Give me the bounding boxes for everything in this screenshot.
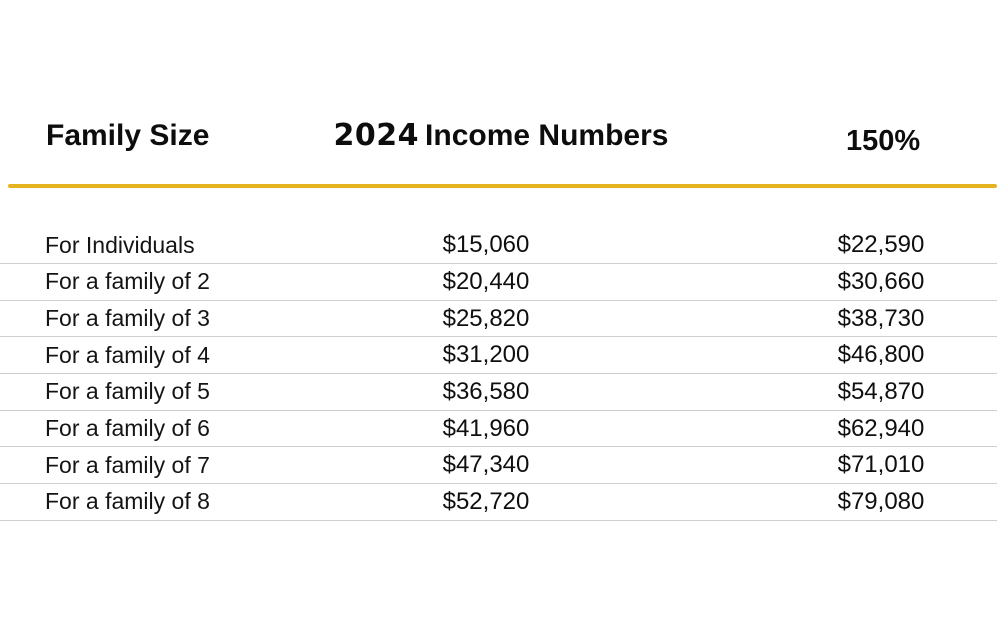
family-size-cell: For a family of 2 — [45, 268, 210, 295]
header-year-text: 2024 — [333, 118, 420, 153]
income-2024-cell: $47,340 — [442, 451, 530, 479]
income-150-cell: $71,010 — [837, 451, 925, 479]
income-150-cell: $62,940 — [837, 414, 925, 442]
income-2024-cell: $31,200 — [442, 341, 530, 369]
column-header-family-size: Family Size — [46, 119, 210, 152]
family-size-cell: For Individuals — [45, 231, 195, 258]
income-2024-cell: $36,580 — [442, 377, 530, 405]
family-size-cell: For a family of 4 — [45, 341, 210, 368]
family-size-cell: For a family of 8 — [45, 488, 210, 515]
family-size-cell: For a family of 5 — [45, 378, 210, 405]
income-2024-cell: $52,720 — [442, 487, 530, 515]
column-header-150-percent: 150% — [846, 125, 921, 157]
income-2024-cell: $25,820 — [442, 304, 530, 332]
table-row: For a family of 8 $52,720 $79,080 — [0, 484, 997, 521]
income-150-cell: $79,080 — [837, 487, 925, 515]
income-table: For Individuals $15,060 $22,590 For a fa… — [0, 227, 1000, 521]
table-row: For a family of 2 $20,440 $30,660 — [0, 264, 997, 301]
table-row: For a family of 3 $25,820 $38,730 — [0, 301, 997, 338]
income-2024-cell: $41,960 — [442, 414, 530, 442]
family-size-cell: For a family of 3 — [45, 305, 210, 332]
table-row: For a family of 4 $31,200 $46,800 — [0, 337, 997, 375]
income-150-cell: $38,730 — [837, 304, 925, 332]
income-2024-cell: $15,060 — [442, 231, 530, 258]
header-income-numbers-text: Income Numbers — [425, 119, 669, 152]
family-size-cell: For a family of 7 — [45, 451, 210, 478]
column-header-2024-income: 2024 Income Numbers — [334, 121, 669, 151]
table-row: For Individuals $15,060 $22,590 — [0, 227, 997, 264]
table-row: For a family of 5 $36,580 $54,870 — [0, 374, 997, 411]
income-150-cell: $30,660 — [837, 267, 925, 295]
family-size-cell: For a family of 6 — [45, 415, 210, 442]
income-150-cell: $54,870 — [837, 377, 925, 405]
header-divider-rule — [8, 184, 997, 188]
table-row: For a family of 7 $47,340 $71,010 — [0, 447, 997, 485]
income-2024-cell: $20,440 — [442, 267, 530, 295]
income-150-cell: $46,800 — [837, 341, 925, 369]
income-150-cell: $22,590 — [837, 231, 925, 258]
table-row: For a family of 6 $41,960 $62,940 — [0, 411, 997, 448]
